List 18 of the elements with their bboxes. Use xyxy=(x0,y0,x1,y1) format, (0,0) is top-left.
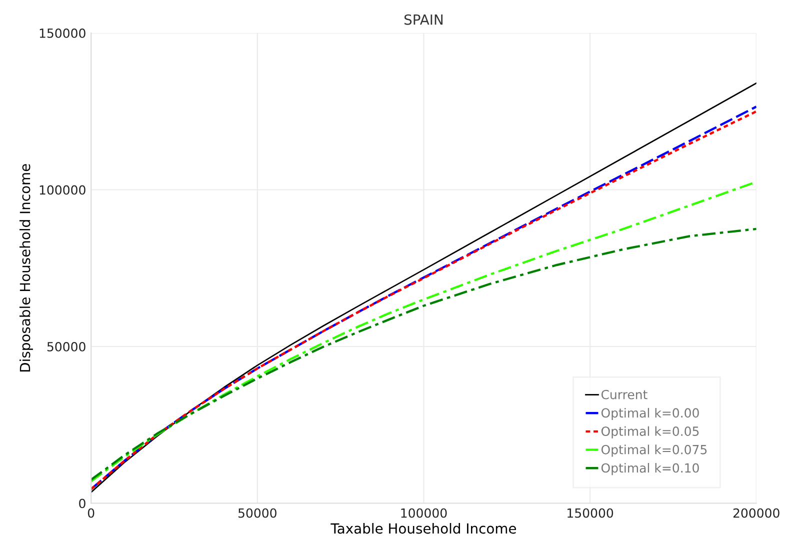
legend-label: Optimal k=0.00 xyxy=(601,408,699,420)
x-tick-label: 100000 xyxy=(401,508,447,518)
x-axis-title: Taxable Household Income xyxy=(330,522,516,534)
x-tick-label: 50000 xyxy=(238,508,276,518)
x-tick-label: 200000 xyxy=(733,508,780,518)
y-tick-label: 100000 xyxy=(40,185,86,195)
legend-label: Optimal k=0.05 xyxy=(601,426,699,438)
y-tick-label: 50000 xyxy=(47,342,86,352)
line-series xyxy=(91,228,756,481)
y-tick-label: 150000 xyxy=(40,28,86,38)
y-tick-label: 0 xyxy=(79,498,86,508)
legend-label: Optimal k=0.10 xyxy=(601,462,699,476)
chart-title: SPAIN xyxy=(404,14,442,25)
y-axis-title: Disposable Household Income xyxy=(20,164,33,372)
legend-label: Current xyxy=(601,390,648,400)
x-tick-label: 0 xyxy=(88,508,94,518)
x-tick-label: 150000 xyxy=(568,508,614,518)
legend-label: Optimal k=0.075 xyxy=(601,444,707,457)
